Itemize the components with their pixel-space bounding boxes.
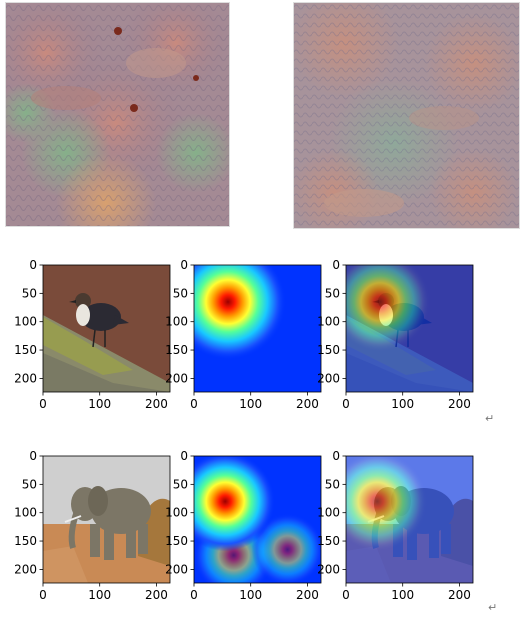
elephant-photo-panel	[43, 456, 170, 583]
y-tick-label: 50	[22, 286, 37, 300]
y-tick-label: 200	[317, 562, 340, 576]
x-tick-label: 200	[145, 588, 168, 602]
y-tick-label: 200	[14, 562, 37, 576]
bird-overlay-panel	[346, 265, 473, 392]
bird-photo-panel	[43, 265, 170, 392]
x-tick-label: 0	[39, 397, 47, 411]
y-tick-label: 0	[180, 449, 188, 463]
y-tick-label: 200	[165, 562, 188, 576]
x-tick-label: 100	[88, 397, 111, 411]
axes-frame	[345, 264, 474, 393]
y-tick-label: 100	[14, 315, 37, 329]
deepdream-image-1	[5, 2, 230, 227]
axes-frame	[345, 455, 474, 584]
x-tick-label: 200	[296, 588, 319, 602]
y-tick-label: 100	[317, 506, 340, 520]
y-tick-label: 100	[14, 506, 37, 520]
x-tick-label: 100	[391, 588, 414, 602]
elephant-overlay-panel	[346, 456, 473, 583]
y-tick-label: 0	[332, 449, 340, 463]
x-tick-label: 100	[88, 588, 111, 602]
deepdream-image-2	[293, 2, 520, 229]
y-tick-label: 100	[165, 315, 188, 329]
bird-heatmap-panel	[194, 265, 321, 392]
elephant-heatmap-panel	[194, 456, 321, 583]
x-tick-label: 100	[239, 588, 262, 602]
x-tick-label: 100	[391, 397, 414, 411]
y-tick-label: 0	[332, 258, 340, 272]
x-tick-label: 200	[448, 397, 471, 411]
x-tick-label: 0	[190, 588, 198, 602]
y-tick-label: 50	[325, 477, 340, 491]
x-tick-label: 200	[296, 397, 319, 411]
y-tick-label: 150	[14, 534, 37, 548]
x-tick-label: 200	[145, 397, 168, 411]
y-tick-label: 150	[14, 343, 37, 357]
y-tick-label: 150	[165, 534, 188, 548]
x-tick-label: 0	[39, 588, 47, 602]
y-tick-label: 0	[180, 258, 188, 272]
axes-frame	[193, 264, 322, 393]
y-tick-label: 0	[29, 258, 37, 272]
y-tick-label: 100	[317, 315, 340, 329]
y-tick-label: 50	[22, 477, 37, 491]
axes-frame	[193, 455, 322, 584]
y-tick-label: 100	[165, 506, 188, 520]
y-tick-label: 0	[29, 449, 37, 463]
paragraph-mark: ↵	[485, 412, 495, 425]
y-tick-label: 50	[173, 286, 188, 300]
y-tick-label: 50	[173, 477, 188, 491]
x-tick-label: 0	[190, 397, 198, 411]
x-tick-label: 200	[448, 588, 471, 602]
y-tick-label: 200	[14, 371, 37, 385]
x-tick-label: 0	[342, 588, 350, 602]
x-tick-label: 100	[239, 397, 262, 411]
y-tick-label: 150	[317, 343, 340, 357]
y-tick-label: 200	[317, 371, 340, 385]
y-tick-label: 200	[165, 371, 188, 385]
paragraph-mark: ↵	[488, 601, 498, 614]
axes-frame	[42, 264, 171, 393]
y-tick-label: 50	[325, 286, 340, 300]
y-tick-label: 150	[317, 534, 340, 548]
y-tick-label: 150	[165, 343, 188, 357]
x-tick-label: 0	[342, 397, 350, 411]
axes-frame	[42, 455, 171, 584]
